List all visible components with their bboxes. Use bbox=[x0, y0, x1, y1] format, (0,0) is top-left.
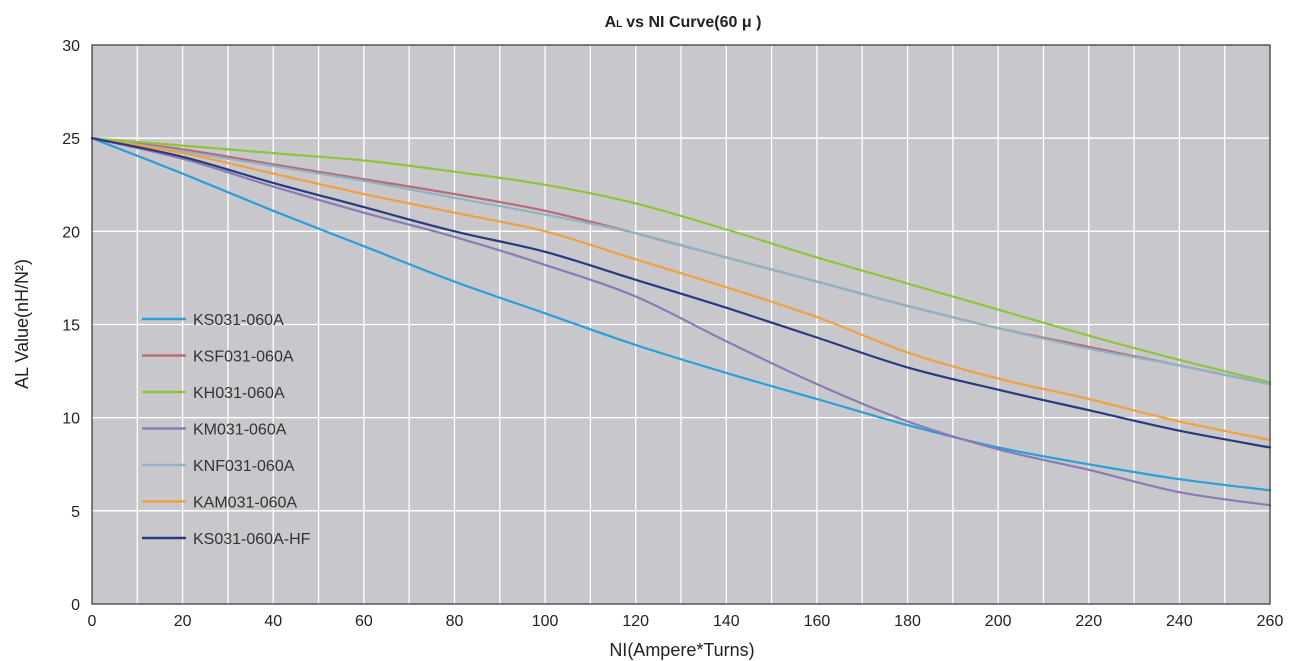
x-axis-label: NI(Ampere*Turns) bbox=[609, 640, 754, 660]
y-tick-labels: 0 5 10 15 20 25 30 bbox=[62, 38, 80, 614]
legend-label: KAM031-060A bbox=[193, 495, 297, 512]
series-line-kh031-060a bbox=[90, 137, 1272, 384]
x-tick-labels: 0 20 40 60 80 100 120 140 160 180 200 220 240 260 bbox=[88, 613, 1284, 630]
series-line-kam031-060a bbox=[90, 137, 1272, 442]
y-tick-label: 25 bbox=[62, 131, 80, 148]
x-tick-label: 0 bbox=[88, 613, 97, 630]
x-tick-label: 80 bbox=[446, 613, 464, 630]
chart-title-prefix: A bbox=[605, 14, 617, 31]
series-line-ks031-060a-hf bbox=[90, 137, 1272, 449]
x-tick-label: 20 bbox=[174, 613, 192, 630]
chart-title-text: vs NI Curve(60 μ ) bbox=[626, 14, 761, 31]
x-tick-label: 220 bbox=[1075, 613, 1102, 630]
legend-label: KM031-060A bbox=[193, 422, 287, 439]
y-tick-label: 10 bbox=[62, 411, 80, 428]
y-tick-label: 5 bbox=[71, 504, 80, 521]
x-tick-label: 260 bbox=[1257, 613, 1284, 630]
legend-label: KH031-060A bbox=[193, 385, 285, 402]
legend-label: KS031-060A-HF bbox=[193, 531, 311, 548]
legend: KS031-060A KSF031-060A KH031-060A KM031-060… bbox=[142, 312, 311, 548]
grid-lines bbox=[92, 45, 1270, 604]
y-tick-label: 20 bbox=[62, 224, 80, 241]
chart-title-subscript: L bbox=[616, 19, 622, 30]
x-tick-label: 180 bbox=[894, 613, 921, 630]
legend-label: KNF031-060A bbox=[193, 458, 295, 475]
chart-title: AL vs NI Curve(60 μ ) bbox=[605, 14, 762, 31]
x-tick-label: 160 bbox=[804, 613, 831, 630]
y-tick-label: 15 bbox=[62, 318, 80, 335]
x-tick-label: 40 bbox=[264, 613, 282, 630]
x-tick-label: 60 bbox=[355, 613, 373, 630]
series-line-ks031-060a bbox=[90, 137, 1272, 492]
series-lines bbox=[90, 137, 1272, 507]
x-tick-label: 120 bbox=[622, 613, 649, 630]
y-tick-label: 0 bbox=[71, 597, 80, 614]
x-tick-label: 200 bbox=[985, 613, 1012, 630]
x-tick-label: 240 bbox=[1166, 613, 1193, 630]
x-tick-label: 140 bbox=[713, 613, 740, 630]
y-tick-label: 30 bbox=[62, 38, 80, 55]
legend-label: KSF031-060A bbox=[193, 349, 294, 366]
x-tick-label: 100 bbox=[532, 613, 559, 630]
series-line-km031-060a bbox=[90, 137, 1272, 507]
series-line-knf031-060a bbox=[90, 137, 1272, 386]
legend-label: KS031-060A bbox=[193, 312, 284, 329]
plot-frame bbox=[91, 44, 1271, 605]
y-axis-label: AL Value(nH/N²) bbox=[12, 259, 32, 389]
